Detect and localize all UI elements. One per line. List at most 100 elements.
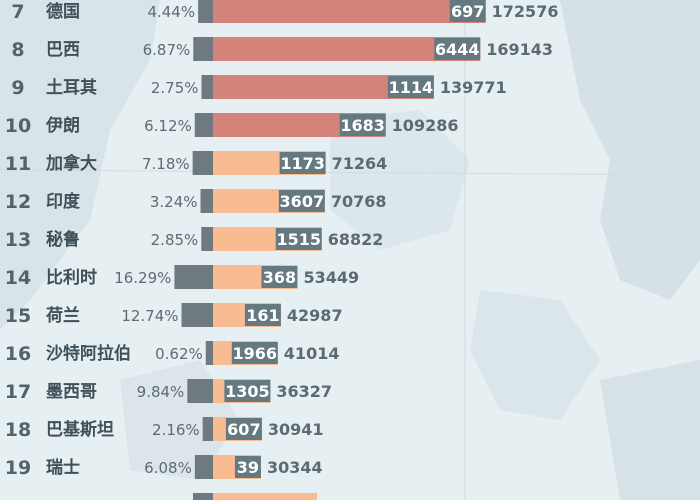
percentage-bar xyxy=(187,379,213,403)
country-label: 巴西 xyxy=(46,40,80,60)
new-cases-badge xyxy=(224,380,271,402)
rank-label: 9 xyxy=(11,77,24,99)
total-cases-label: 70768 xyxy=(331,192,387,211)
rank-label: 14 xyxy=(5,267,31,289)
rank-label: 10 xyxy=(5,115,31,137)
percentage-label: 6.12% xyxy=(144,117,192,135)
chart-row: 18 巴基斯坦 2.16% 607 30941 xyxy=(5,417,324,441)
chart-row: 17 墨西哥 9.84% 1305 36327 xyxy=(5,379,332,403)
chart-row: 8 巴西 6.87% 6444 169143 xyxy=(11,37,553,61)
chart-row: 15 荷兰 12.74% 161 42987 xyxy=(5,303,343,327)
percentage-label: 0.62% xyxy=(155,345,203,363)
new-cases-label: 6444 xyxy=(435,40,480,59)
new-cases-label: 1966 xyxy=(233,344,278,363)
percentage-bar xyxy=(193,493,213,500)
total-cases-bar xyxy=(213,493,317,500)
new-cases-badge xyxy=(261,266,298,288)
total-cases-label: 139771 xyxy=(440,78,507,97)
new-cases-label: 161 xyxy=(246,306,279,325)
country-label: 荷兰 xyxy=(46,305,80,326)
country-label: 印度 xyxy=(46,191,81,212)
percentage-bar xyxy=(201,227,213,251)
chart-row: 9 土耳其 2.75% 1114 139771 xyxy=(11,75,507,99)
total-cases-label: 109286 xyxy=(392,116,459,135)
new-cases-badge xyxy=(339,114,386,136)
percentage-label: 7.18% xyxy=(142,155,190,173)
total-cases-label: 71264 xyxy=(332,154,388,173)
rank-label: 18 xyxy=(5,419,31,441)
new-cases-label: 39 xyxy=(237,458,259,477)
rank-label: 8 xyxy=(11,39,24,61)
percentage-bar xyxy=(202,417,213,441)
country-label: 土耳其 xyxy=(46,77,97,98)
total-cases-label: 172576 xyxy=(492,2,559,21)
percentage-bar xyxy=(194,113,213,137)
percentage-label: 2.75% xyxy=(151,79,199,97)
percentage-label: 16.29% xyxy=(114,269,171,287)
percentage-bar xyxy=(200,189,213,213)
new-cases-badge xyxy=(231,342,278,364)
country-label: 加拿大 xyxy=(45,153,97,174)
chart-row: 16 沙特阿拉伯 0.62% 1966 41014 xyxy=(5,341,339,365)
total-cases-label: 36327 xyxy=(276,382,332,401)
chart-row: 10 伊朗 6.12% 1683 109286 xyxy=(5,113,459,137)
new-cases-badge xyxy=(279,152,326,174)
country-label: 瑞士 xyxy=(46,457,80,478)
rank-label: 12 xyxy=(5,191,31,213)
percentage-label: 3.24% xyxy=(150,193,198,211)
country-label: 巴基斯坦 xyxy=(46,419,114,440)
rank-label: 7 xyxy=(11,1,24,23)
chart-row: 11 加拿大 7.18% 1173 71264 xyxy=(5,151,387,175)
country-label: 秘鲁 xyxy=(46,229,80,250)
total-cases-label: 42987 xyxy=(287,306,343,325)
new-cases-label: 3607 xyxy=(280,192,325,211)
new-cases-label: 1515 xyxy=(276,230,321,249)
chart-row: 13 秘鲁 2.85% 1515 68822 xyxy=(5,227,384,251)
new-cases-label: 607 xyxy=(227,420,260,439)
rank-label: 16 xyxy=(5,343,31,365)
percentage-label: 4.44% xyxy=(147,3,195,21)
chart-row: 7 德国 4.44% 697 172576 xyxy=(11,0,558,23)
chart-row: 14 比利时 16.29% 368 53449 xyxy=(5,265,359,289)
country-label: 沙特阿拉伯 xyxy=(46,343,131,364)
new-cases-badge xyxy=(244,304,281,326)
new-cases-badge xyxy=(387,76,434,98)
percentage-bar xyxy=(192,151,213,175)
percentage-label: 2.85% xyxy=(151,231,199,249)
percentage-bar xyxy=(201,75,213,99)
new-cases-label: 1683 xyxy=(340,116,385,135)
new-cases-label: 1305 xyxy=(225,382,270,401)
rank-label: 19 xyxy=(5,457,31,479)
new-cases-badge xyxy=(275,228,322,250)
percentage-label: 12.74% xyxy=(121,307,178,325)
percentage-label: 6.08% xyxy=(144,459,192,477)
new-cases-badge xyxy=(234,456,261,478)
percentage-bar xyxy=(181,303,213,327)
country-label: 比利时 xyxy=(46,267,97,288)
total-cases-label: 169143 xyxy=(486,40,553,59)
country-label: 德国 xyxy=(46,1,80,22)
percentage-label: 2.16% xyxy=(152,421,200,439)
total-cases-label: 68822 xyxy=(328,230,384,249)
rank-label: 13 xyxy=(5,229,31,251)
new-cases-badge xyxy=(434,38,481,60)
percentage-bar xyxy=(194,455,213,479)
percentage-bar xyxy=(198,0,213,23)
percentage-bar xyxy=(205,341,213,365)
percentage-label: 6.87% xyxy=(143,41,191,59)
percentage-bar xyxy=(174,265,213,289)
new-cases-badge xyxy=(225,418,262,440)
country-label: 墨西哥 xyxy=(46,382,97,402)
rank-label: 15 xyxy=(5,305,31,327)
rank-label: 11 xyxy=(5,153,31,175)
total-cases-label: 30941 xyxy=(268,420,324,439)
new-cases-badge xyxy=(278,190,325,212)
total-cases-bar xyxy=(213,0,486,23)
chart-row: 19 瑞士 6.08% 39 30344 xyxy=(5,455,323,479)
new-cases-label: 697 xyxy=(451,2,484,21)
total-cases-label: 30344 xyxy=(267,458,323,477)
new-cases-badge xyxy=(449,0,486,22)
percentage-bar xyxy=(193,37,213,61)
total-cases-label: 53449 xyxy=(303,268,359,287)
